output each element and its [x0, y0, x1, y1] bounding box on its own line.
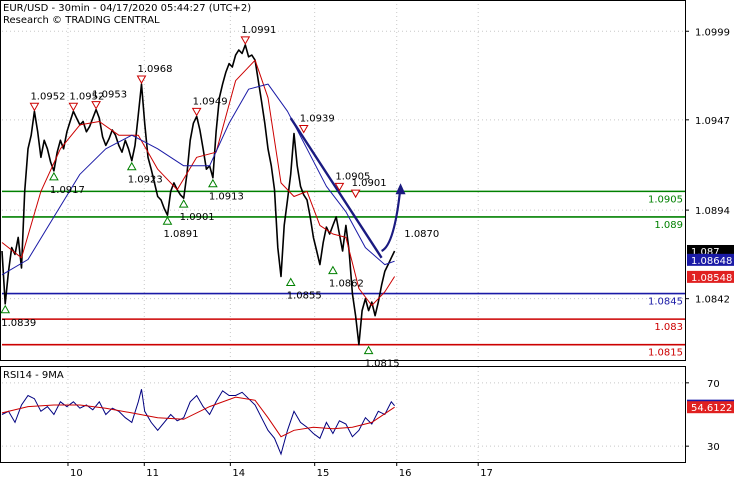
level-label: 1.0845 [648, 297, 683, 308]
swing-low-label: 1.0862 [329, 279, 364, 290]
y-tick-label: 1.0999 [695, 27, 730, 38]
price-annotation: 1.0870 [404, 229, 439, 240]
swing-low-marker [363, 345, 374, 355]
price-panel: 1.0999 1.0947 1.0894 1.0842 1.0905 1.089 1.084… [0, 0, 734, 370]
swing-low-label: 1.0815 [365, 359, 400, 370]
swing-low-label: 1.0839 [1, 318, 36, 329]
swing-high-marker [350, 189, 361, 199]
swing-low-marker [0, 304, 11, 314]
rsi_ma-line [1, 396, 395, 438]
chart-subtitle: Research © TRADING CENTRAL [3, 15, 160, 26]
trend-line [289, 117, 383, 259]
swing-high-label: 1.0949 [193, 96, 228, 107]
ma_slow-line [1, 83, 395, 276]
price-frame [0, 0, 686, 361]
x-tick-label: 14 [232, 468, 245, 479]
rsi-tick-label: 30 [707, 442, 720, 453]
level-label: 1.083 [654, 322, 683, 333]
rsi-tick-label: 70 [707, 379, 720, 390]
swing-high-marker [334, 182, 345, 192]
swing-high-marker [68, 102, 79, 112]
price-tag [687, 270, 734, 283]
swing-high-label: 1.0953 [92, 90, 127, 101]
y-tick-label: 1.0894 [695, 206, 730, 217]
price-tag-label: 1.087 [691, 247, 720, 258]
swing-high-label: 1.0901 [352, 178, 387, 189]
swing-high-label: 1.0991 [241, 25, 276, 36]
x-tick-label: 15 [317, 468, 330, 479]
swing-low-label: 1.0923 [128, 175, 163, 186]
rsi-frame [0, 366, 686, 463]
swing-low-marker [208, 178, 218, 188]
chart-title: EUR/USD - 30min - 04/17/2020 05:44:27 (U… [3, 3, 251, 14]
swing-high-label: 1.0905 [335, 171, 370, 182]
rsi-panel: 703055.58854.6122 [0, 366, 734, 463]
swing-high-label: 1.0952 [69, 91, 104, 102]
price-tag-label: 1.08648 [691, 256, 732, 267]
y-tick-label: 1.0842 [695, 295, 730, 306]
rsi-line [1, 389, 395, 456]
swing-low-label: 1.0901 [180, 212, 215, 223]
swing-high-label: 1.0968 [138, 64, 173, 75]
x-axis: 10 11 14 15 16 17 [67, 462, 493, 479]
level-label: 1.0905 [648, 194, 683, 205]
swing-high-marker [91, 101, 101, 110]
projection-arrow [380, 186, 402, 252]
price-line [1, 44, 396, 346]
swing-high-marker [136, 75, 147, 85]
rsi-title: RSI14 - 9MA [3, 370, 64, 381]
swing-low-label: 1.0855 [287, 291, 322, 302]
swing-high-label: 1.0952 [30, 91, 65, 102]
x-tick-label: 11 [146, 468, 159, 479]
swing-low-marker [178, 199, 189, 208]
rsi-tag [687, 401, 734, 414]
price-tag [687, 253, 734, 266]
swing-low-marker [162, 216, 173, 225]
swing-low-label: 1.0917 [50, 185, 85, 196]
swing-high-label: 1.0939 [300, 113, 335, 124]
x-tick-label: 10 [70, 468, 83, 479]
y-tick-label: 1.0947 [695, 116, 730, 127]
level-label: 1.089 [654, 220, 683, 231]
swing-low-marker [49, 171, 59, 181]
ma_fast-line [1, 59, 396, 306]
swing-high-marker [191, 107, 202, 117]
swing-low-label: 1.0913 [209, 192, 244, 203]
price-tag-label: 1.08548 [691, 273, 732, 284]
x-tick-label: 16 [399, 468, 412, 479]
projection-arrow-head [395, 183, 406, 195]
x-tick-label: 17 [480, 468, 493, 479]
rsi-tag-label: 54.6122 [691, 403, 732, 414]
swing-low-marker [285, 277, 296, 287]
swing-high-marker [240, 36, 251, 45]
swing-low-marker [328, 265, 338, 275]
swing-low-marker [126, 161, 137, 171]
level-label: 1.0815 [648, 348, 683, 359]
swing-high-marker [29, 102, 40, 112]
swing-high-marker [298, 124, 309, 134]
swing-low-label: 1.0891 [163, 229, 198, 240]
